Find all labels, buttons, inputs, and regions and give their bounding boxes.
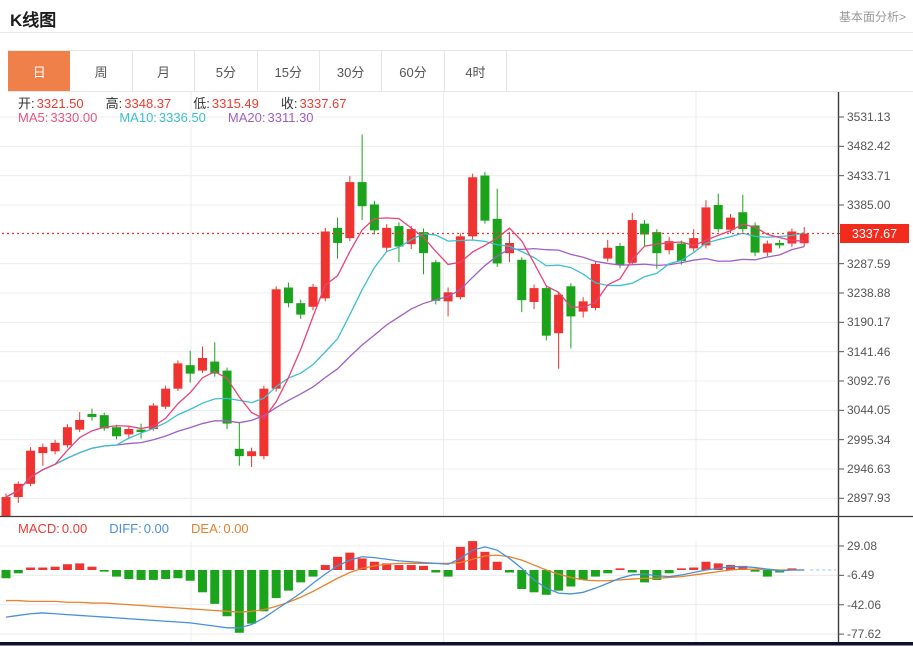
legend-item: 收: 3337.67 [280,96,347,111]
price-axis-label: 3482.42 [847,139,891,154]
legend-item: DEA: 0.00 [191,521,249,536]
interval-tabbar: 日周月 5分 15分 30分 60分 4时 [8,50,913,92]
header-divider [0,32,913,33]
page-title: K线图 [10,11,57,30]
legend-item: MA5: 3330.00 [18,110,98,125]
price-axis-label: 2995.34 [847,432,891,447]
macd-legend: MACD: 0.00 DIFF: 0.00 DEA: 0.00 [18,521,249,536]
tab-15分[interactable]: 15分 [258,51,320,91]
price-axis-label: 2897.93 [847,491,891,506]
macd-axis-label: 29.08 [847,538,878,553]
price-axis-label: 3531.13 [847,109,891,124]
macd-axis-label: -6.49 [847,568,875,583]
legend-item: 高: 3348.37 [105,96,172,111]
price-axis-label: 3433.71 [847,168,891,183]
legend-item: MA20: 3311.30 [227,110,314,125]
price-axis-label: 3044.05 [847,403,891,418]
price-axis-label: 3190.17 [847,315,891,330]
price-axis-label: 3385.00 [847,197,891,212]
legend-item: DIFF: 0.00 [109,521,170,536]
ohlc-legend: 开: 3321.50 高: 3348.37 低: 3315.49 收: 3337.67 [18,93,347,112]
tab-5分[interactable]: 5分 [195,51,258,91]
price-axis-label: 3238.88 [847,285,891,300]
price-axis-label: 2946.63 [847,461,891,476]
tab-60分[interactable]: 60分 [382,51,445,91]
ma-legend: MA5: 3330.00 MA10: 3336.50 MA20: 3311.30 [18,110,314,125]
current-price-badge: 3337.67 [840,224,909,243]
macd-axis-label: -42.06 [847,597,882,612]
legend-item: MA10: 3336.50 [119,110,206,125]
legend-item: MACD: 0.00 [18,521,88,536]
tab-月[interactable]: 月 [133,51,196,91]
tab-4时[interactable]: 4时 [445,51,508,91]
legend-item: 低: 3315.49 [193,96,259,111]
price-axis-label: 3092.76 [847,373,891,388]
tab-日[interactable]: 日 [8,51,71,91]
tab-30分[interactable]: 30分 [320,51,383,91]
fundamental-analysis-link[interactable]: 基本面分析> [838,10,906,24]
price-axis-label: 3141.46 [847,344,891,359]
legend-item: 开: 3321.50 [18,96,84,111]
macd-axis-label: -77.62 [847,627,882,642]
price-axis-label: 3287.59 [847,256,891,271]
tab-周[interactable]: 周 [70,51,133,91]
